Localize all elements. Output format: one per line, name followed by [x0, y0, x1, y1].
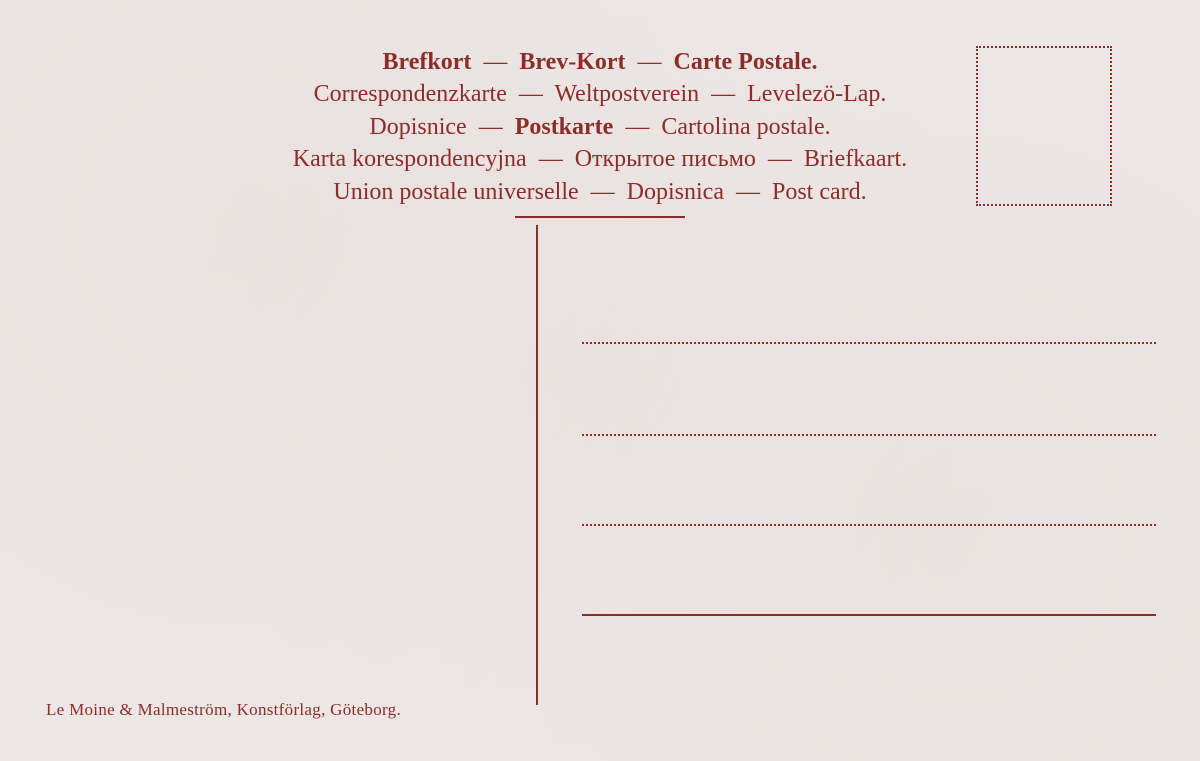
dash: — — [479, 114, 503, 140]
vertical-divider — [536, 225, 538, 705]
dash: — — [638, 49, 662, 75]
dash: — — [768, 146, 792, 172]
header-term: Correspondenzkarte — [314, 81, 507, 107]
address-line-3 — [582, 524, 1156, 526]
address-line-1 — [582, 342, 1156, 344]
header-rule — [515, 216, 685, 218]
header-term: Karta korespondencyjna — [293, 146, 527, 172]
dash: — — [519, 81, 543, 107]
header-term: Brefkort — [382, 49, 471, 75]
stamp-box — [976, 46, 1112, 206]
header-term: Briefkaart. — [804, 146, 907, 172]
header-term: Открытое письмо — [575, 146, 756, 172]
header-term: Union postale universelle — [333, 179, 578, 205]
dash: — — [591, 179, 615, 205]
header-term: Brev-Kort — [519, 49, 625, 75]
header-term: Dopisnice — [369, 114, 466, 140]
header-term: Carte Postale. — [674, 49, 818, 75]
dash: — — [736, 179, 760, 205]
address-line-solid — [582, 614, 1156, 616]
header-term: Dopisnica — [627, 179, 724, 205]
dash: — — [711, 81, 735, 107]
dash: — — [625, 114, 649, 140]
publisher-credit: Le Moine & Malmeström, Konstförlag, Göte… — [46, 700, 401, 720]
header-term: Cartolina postale. — [661, 114, 830, 140]
dash: — — [483, 49, 507, 75]
header-term: Levelezö-Lap. — [747, 81, 886, 107]
dash: — — [539, 146, 563, 172]
header-term: Post card. — [772, 179, 867, 205]
header-term: Postkarte — [515, 114, 614, 140]
header-term: Weltpostverein — [554, 81, 699, 107]
address-line-2 — [582, 434, 1156, 436]
